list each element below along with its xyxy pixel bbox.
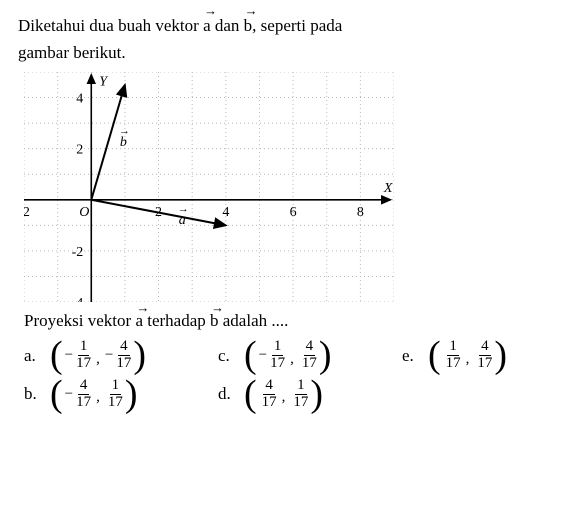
vector-chart: -22468-4-224XYOa→b→ [24,72,562,307]
option-value: ( − 117 , 417 ) [244,339,332,372]
svg-text:b: b [120,135,127,150]
svg-text:-2: -2 [72,245,84,260]
option-label: d. [218,384,236,404]
vector-a-symbol: a [135,311,143,331]
answer-options: a. ( − 117 , − 417 ) c. ( − 117 , 417 ) … [24,339,562,410]
vector-a-symbol: a [203,12,211,39]
option-c[interactable]: c. ( − 117 , 417 ) [218,339,398,372]
svg-text:Y: Y [99,75,109,90]
option-value: ( − 117 , − 417 ) [50,339,146,372]
chart-svg: -22468-4-224XYOa→b→ [24,72,394,302]
option-value: ( − 417 , 117 ) [50,378,138,411]
text: , seperti pada [252,16,342,35]
vector-b-symbol: b [244,12,253,39]
svg-text:8: 8 [357,205,364,220]
svg-text:-2: -2 [24,205,30,220]
option-label: c. [218,346,236,366]
option-value: ( 417 , 117 ) [244,378,323,411]
option-label: b. [24,384,42,404]
option-e[interactable]: e. ( 117 , 417 ) [402,339,562,372]
problem-statement: Diketahui dua buah vektor a dan b, seper… [18,12,562,66]
svg-text:→: → [119,125,130,137]
vector-b-symbol: b [210,311,219,331]
option-a[interactable]: a. ( − 117 , − 417 ) [24,339,214,372]
svg-text:4: 4 [222,205,229,220]
option-label: e. [402,346,420,366]
option-value: ( 117 , 417 ) [428,339,507,372]
question-prompt: Proyeksi vektor a terhadap b adalah .... [24,311,562,331]
svg-text:a: a [179,213,186,228]
option-d[interactable]: d. ( 417 , 117 ) [218,378,398,411]
svg-text:-4: -4 [72,296,84,302]
svg-text:O: O [79,205,89,220]
svg-text:2: 2 [76,143,83,158]
svg-text:X: X [383,181,393,196]
svg-text:6: 6 [290,205,297,220]
option-label: a. [24,346,42,366]
text: Diketahui dua buah vektor [18,16,203,35]
text: gambar berikut. [18,43,126,62]
svg-text:→: → [178,203,189,215]
option-b[interactable]: b. ( − 417 , 117 ) [24,378,214,411]
svg-text:4: 4 [76,92,83,107]
